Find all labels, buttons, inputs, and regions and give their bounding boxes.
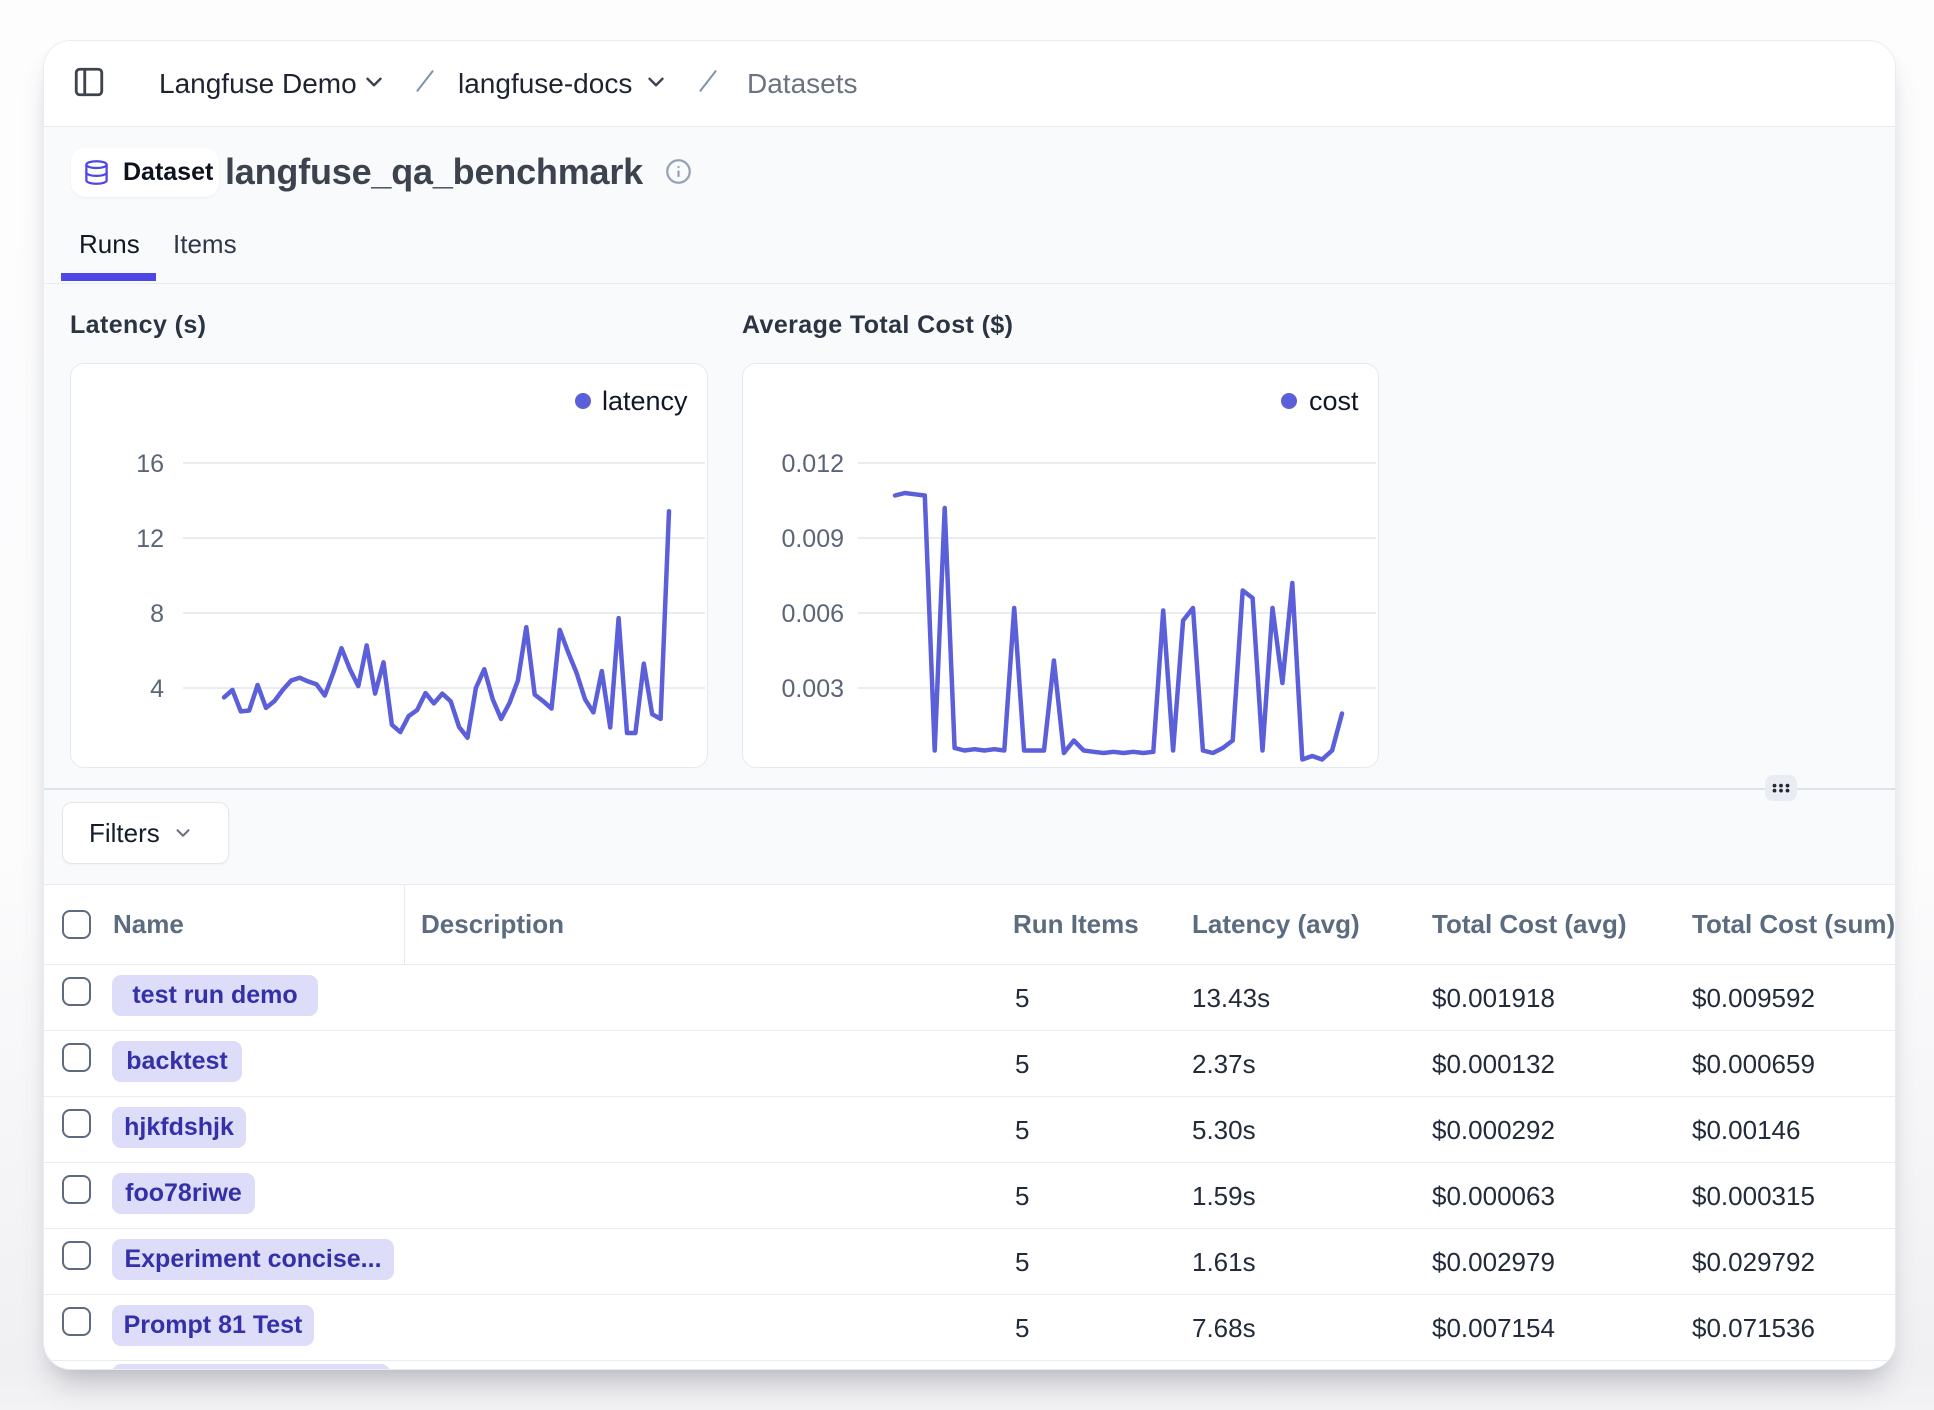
svg-text:12: 12 <box>136 525 164 553</box>
svg-text:0.012: 0.012 <box>781 450 844 478</box>
svg-text:0.006: 0.006 <box>781 600 844 628</box>
svg-text:8: 8 <box>150 600 164 628</box>
svg-text:16: 16 <box>136 450 164 478</box>
svg-text:0.003: 0.003 <box>781 675 844 703</box>
svg-text:0.009: 0.009 <box>781 525 844 553</box>
svg-text:latency: latency <box>602 386 688 416</box>
svg-text:cost: cost <box>1309 386 1359 416</box>
svg-text:4: 4 <box>150 675 164 703</box>
